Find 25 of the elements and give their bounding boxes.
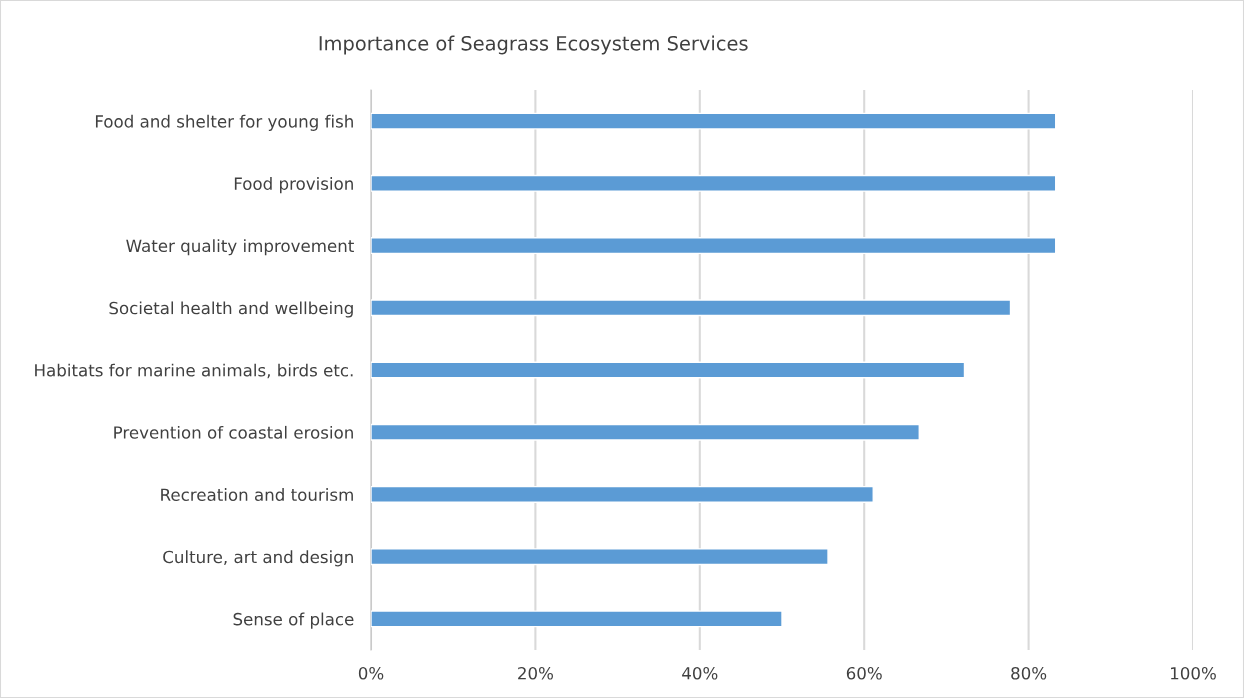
bar	[371, 485, 874, 503]
y-tick-label: Prevention of coastal erosion	[114, 425, 353, 439]
y-tick-label: Food and shelter for young fish	[95, 114, 353, 131]
x-tick-label: 0%	[358, 666, 384, 680]
x-tick-label: 80%	[1011, 666, 1047, 680]
chart-title: Importance of Seagrass Ecosystem Services	[319, 35, 748, 55]
bar	[371, 237, 1057, 255]
y-tick-label: Water quality improvement	[126, 239, 354, 256]
y-tick-label: Sense of place	[233, 612, 354, 629]
y-tick-label: Societal health and wellbeing	[109, 301, 353, 318]
bar	[371, 548, 829, 566]
bar	[371, 610, 783, 628]
y-tick-label: Recreation and tourism	[161, 488, 353, 502]
bar	[371, 299, 1012, 317]
x-tick-label: 40%	[682, 666, 718, 680]
bar	[371, 361, 966, 379]
x-tick-label: 20%	[518, 666, 553, 680]
x-tick-label: 100%	[1171, 666, 1216, 680]
bar	[371, 174, 1057, 192]
bar	[371, 423, 920, 441]
y-tick-label: Food provision	[234, 177, 353, 194]
y-tick-label: Culture, art and design	[163, 550, 353, 567]
y-tick-label: Habitats for marine animals, birds etc.	[35, 363, 353, 379]
bar	[371, 112, 1057, 130]
x-tick-label: 60%	[846, 666, 882, 680]
